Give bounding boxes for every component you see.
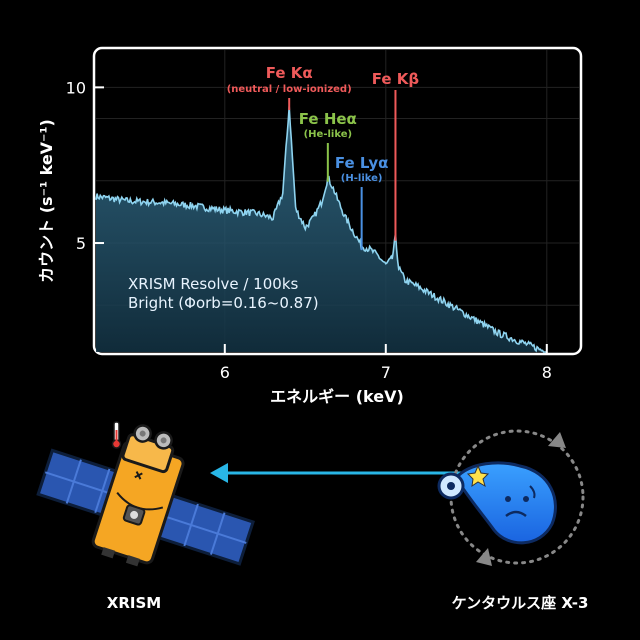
source-label: ケンタウルス座 X-3 [452,594,589,612]
emission-lines: Fe Kα (neutral / low-ionized) Fe Heα(He-li… [227,64,420,251]
xrism-satellite-illustration [36,421,255,567]
satellite-label: XRISM [107,594,161,612]
xray-arrow-head [210,463,228,483]
spectrum-marks [95,106,547,353]
x-axis-title: エネルギー (keV) [270,387,404,406]
line-sublabel-1: (He-like) [304,129,352,140]
spectrum-area [96,106,547,353]
line-sublabel-2: (H-like) [341,173,383,184]
line-sublabel-0: (neutral / low-ionized) [227,84,352,95]
line-label-1: Fe Heα [299,110,357,128]
axis-ticks: 6 7 8 5 10 [66,78,552,382]
line-label-3: Fe Kβ [372,70,420,88]
y-tick-label-1: 10 [66,78,86,97]
line-label-0: Fe Kα [266,64,313,82]
annotation-line-1: XRISM Resolve / 100ks [128,275,299,293]
cen-x3-illustration [437,429,585,566]
y-tick-label-0: 5 [76,234,86,253]
spectrum-fill [96,106,547,353]
line-label-2: Fe Lyα [335,154,389,172]
x-tick-label-0: 6 [220,363,230,382]
x-tick-label-2: 8 [542,363,552,382]
x-tick-label-1: 7 [381,363,391,382]
y-axis-title: カウント (s⁻¹ keV⁻¹) [37,119,56,283]
annotation-line-2: Bright (Φorb=0.16~0.87) [128,294,319,312]
spectrum-line [95,106,547,353]
